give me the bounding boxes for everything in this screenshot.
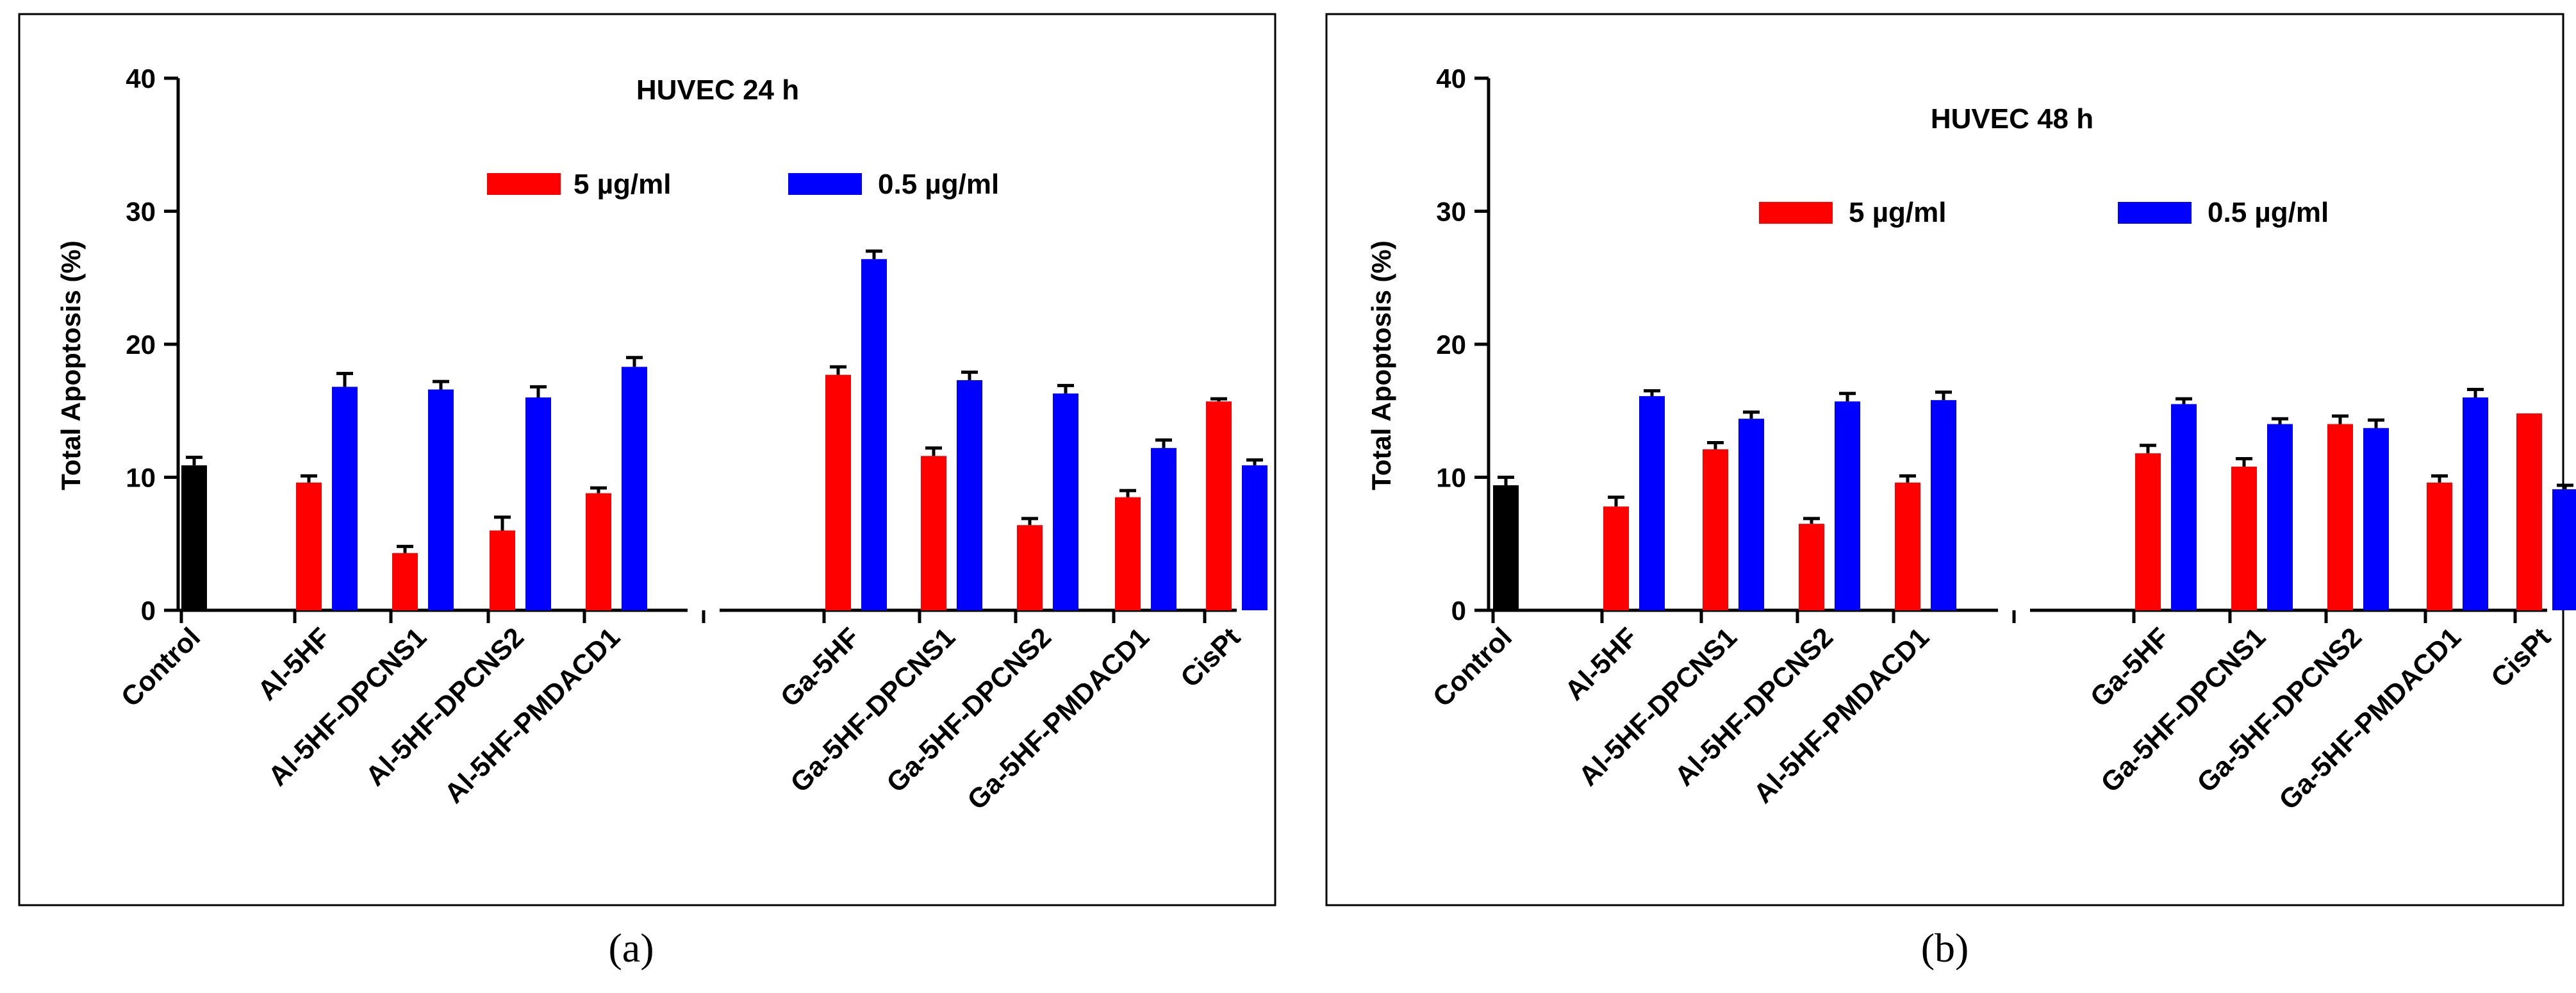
bar [296,482,322,610]
bar [2135,453,2161,610]
panel-b-chart: HUVEC 48 h Total Apoptosis (%) 5 µg/ml 0… [1366,63,2576,816]
x-tick-label: CisPt [1175,622,1246,694]
y-tick-label: 30 [1436,197,1466,227]
bar [525,397,551,610]
y-axis-label: Total Apoptosis (%) [56,240,86,490]
bar [622,367,647,610]
bar [1053,393,1078,610]
bar [586,493,611,610]
x-tick-label: Al-5HF [252,622,336,706]
caption-a: (a) [608,925,654,971]
bar [181,465,207,610]
x-tick-label: Control [1427,622,1518,713]
y-tick-label: 20 [126,330,156,360]
legend-label-5ug: 5 µg/ml [574,169,672,200]
bar [1151,447,1177,610]
x-tick-label: Al-5HF-PMDACD1 [1748,622,1935,809]
bar [1799,524,1824,610]
x-tick-label: Ga-5HF-DPCNS1 [785,622,962,799]
bar [490,530,515,610]
x-tick-label: Ga-5HF [2085,622,2176,713]
legend: 5 µg/ml 0.5 µg/ml [487,169,999,200]
y-tick-label: 40 [126,63,156,94]
y-tick-label: 10 [126,463,156,493]
bar [1206,401,1232,610]
y-tick-label: 0 [141,596,156,626]
bar [957,380,982,610]
bar [2231,466,2257,610]
bar [1242,465,1267,610]
x-tick-label: Ga-5HF-DPCNS2 [2192,622,2368,799]
x-tick-label: Ga-5HF-DPCNS2 [881,622,1058,799]
bar [825,374,851,610]
bar [1835,401,1860,610]
bar [1738,419,1764,610]
x-tick-label: Al-5HF [1559,622,1644,706]
bar [428,389,454,610]
bar [2363,428,2389,610]
x-tick-label: Ga-5HF [775,622,866,713]
legend-label-05ug: 0.5 µg/ml [2208,197,2329,228]
panel-a-chart: HUVEC 24 h Total Apoptosis (%) 5 µg/ml 0… [56,63,1267,816]
y-tick-label: 10 [1436,463,1466,493]
x-tick-label: Al-5HF-PMDACD1 [439,622,626,809]
y-tick-label: 30 [126,197,156,227]
legend-swatch-5ug [487,173,561,195]
caption-b: (b) [1921,925,1969,971]
y-axis-label: Total Apoptosis (%) [1366,240,1396,490]
panel-b-frame [1325,13,2564,906]
y-tick-label: 0 [1451,596,1466,626]
bar [1895,482,1920,610]
bar [2516,413,2542,610]
bar [921,456,946,610]
panel-a-frame [18,13,1276,906]
x-tick-label: Al-5HF-DPCNS2 [1669,622,1839,792]
bar [1639,396,1665,610]
y-tick-label: 20 [1436,330,1466,360]
x-tick-label: Control [115,622,206,713]
y-tick-label: 40 [1436,63,1466,94]
bar [1493,485,1519,610]
x-tick-label: Ga-5HF-DPCNS1 [2095,622,2272,799]
legend-swatch-05ug [2118,202,2192,224]
legend: 5 µg/ml 0.5 µg/ml [1759,197,2329,228]
bar [392,553,418,610]
bar [861,259,887,610]
bar [1017,525,1043,610]
legend-swatch-05ug [788,173,862,195]
bar [1931,400,1956,610]
chart-title: HUVEC 24 h [636,74,799,106]
x-tick-label: Ga-5HF-PMDACD1 [2274,622,2468,816]
chart-title: HUVEC 48 h [1931,103,2093,135]
legend-label-05ug: 0.5 µg/ml [878,169,999,200]
bar [2427,482,2452,610]
bar [1115,497,1141,610]
bar [2463,397,2488,610]
bar [2327,424,2353,610]
bar [1603,506,1629,610]
legend-swatch-5ug [1759,202,1833,224]
bar [2171,404,2197,610]
x-tick-label: CisPt [2485,622,2557,694]
bar [2552,489,2576,610]
bar [1703,449,1728,610]
x-tick-label: Ga-5HF-PMDACD1 [962,622,1156,816]
legend-label-5ug: 5 µg/ml [1849,197,1947,228]
bar [2267,424,2293,610]
bar [332,387,358,610]
